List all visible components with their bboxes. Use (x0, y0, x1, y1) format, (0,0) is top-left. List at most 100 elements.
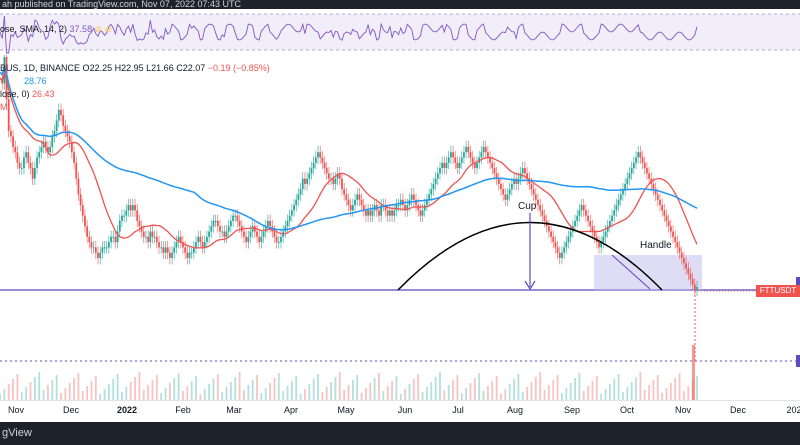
candle-body (308, 173, 311, 179)
candle-body (367, 210, 370, 216)
volume-bar (495, 376, 498, 400)
legend-change: −0.19 (−0.85%) (207, 63, 270, 73)
candle-body (269, 220, 271, 227)
volume-bar (574, 378, 576, 400)
candle-body (663, 210, 666, 216)
volume-bar (595, 376, 598, 400)
candle-body (676, 242, 679, 248)
candle-body (443, 162, 446, 169)
candle-body (168, 252, 171, 258)
candle-body (197, 236, 200, 243)
candle-body (454, 157, 457, 163)
volume-bar (299, 394, 302, 400)
volume-bar (556, 375, 559, 400)
candle-body (131, 205, 134, 211)
candle-body (543, 215, 546, 221)
legend-symbol: BUS, 1D, BINANCE (0, 63, 81, 73)
candle-body (563, 247, 566, 253)
candle-body (600, 242, 603, 248)
volume-bar (395, 376, 398, 400)
volume-bar (578, 373, 581, 400)
candle-body (188, 252, 191, 258)
candle-body (221, 231, 224, 233)
candle-body (528, 178, 531, 184)
candle-body (179, 236, 182, 243)
candle-body (14, 146, 17, 153)
candle-body (582, 205, 585, 211)
candle-body (576, 215, 579, 221)
volume-bar (447, 385, 450, 400)
candle-body (622, 189, 624, 195)
candle-body (465, 146, 468, 153)
volume-bar (434, 377, 437, 400)
volume-bar (129, 382, 132, 400)
candle-body (60, 109, 62, 116)
volume-bar (482, 391, 485, 400)
price-panel (0, 50, 800, 400)
candle-body (105, 247, 108, 249)
volume-bar (269, 383, 271, 400)
candle-body (184, 247, 187, 253)
volume-bar (491, 381, 494, 400)
candle-body (554, 242, 557, 248)
candle-body (343, 189, 346, 195)
publisher-header: ah published on TradingView.com, Nov 07,… (0, 0, 800, 9)
candle-body (3, 57, 6, 84)
volume-bar (29, 382, 32, 400)
candle-body (38, 152, 41, 158)
candle-body (129, 205, 132, 211)
candle-body (186, 252, 189, 258)
volume-bar (243, 390, 245, 400)
candle-body (114, 236, 117, 243)
candle-body (160, 247, 163, 249)
candle-body (177, 236, 180, 243)
volume-bar (521, 392, 524, 400)
ma-slow-value: 28.76 (24, 76, 47, 86)
candle-body (497, 178, 500, 184)
candle-body (299, 189, 302, 195)
volume-bar (487, 386, 489, 400)
candle-body (171, 252, 173, 258)
candle-body (199, 236, 202, 243)
candle-body (312, 162, 315, 169)
candle-body (458, 162, 461, 169)
candle-body (580, 205, 583, 211)
volume-bar (439, 372, 441, 400)
volume-bar (382, 391, 385, 400)
candle-body (397, 205, 400, 207)
candle-body (384, 205, 387, 211)
candle-body (92, 247, 95, 249)
volume-bar (77, 373, 80, 400)
candle-body (506, 194, 509, 200)
candle-body (101, 247, 104, 253)
rsi-glyphs: ⊘ ⊘ (94, 24, 113, 34)
candle-body (656, 194, 659, 200)
candle-body (426, 199, 428, 206)
volume-bar (168, 383, 171, 400)
volume-bar (251, 380, 254, 400)
volume-bar (51, 380, 54, 400)
candle-body (249, 231, 252, 237)
candle-body (245, 236, 248, 243)
candle-body (40, 146, 43, 153)
volume-bar (264, 388, 267, 400)
candle-body (672, 231, 674, 237)
candle-body (502, 189, 505, 195)
ma-line4: M (0, 102, 8, 112)
volume-bar (460, 393, 463, 400)
candle-body (20, 168, 23, 170)
candle-body (47, 146, 49, 153)
volume-bar (164, 388, 167, 400)
volume-bar (212, 379, 215, 400)
candle-body (210, 226, 213, 232)
ma-fast-line (0, 70, 698, 249)
candle-body (151, 231, 154, 237)
volume-bar (112, 379, 115, 400)
x-tick-label: Jul (452, 405, 464, 415)
candle-body (31, 168, 34, 179)
candle-body (9, 131, 12, 137)
candle-body (515, 178, 518, 184)
volume-bar (582, 391, 585, 400)
volume-bar (378, 373, 380, 400)
volume-bar (155, 375, 158, 400)
